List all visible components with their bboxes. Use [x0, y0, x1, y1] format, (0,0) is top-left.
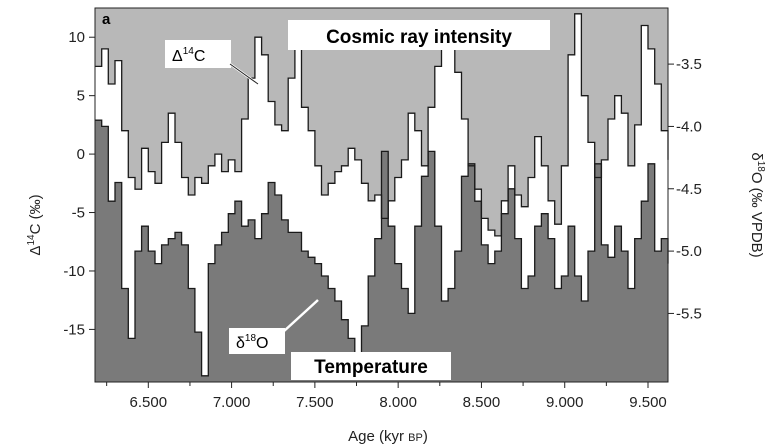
x-tick-label: 6.500 [130, 394, 168, 411]
left-tick-label: 0 [77, 146, 85, 163]
x-tick-label: 7.500 [296, 394, 334, 411]
temperature-region [95, 120, 668, 382]
left-tick-label: 10 [68, 29, 85, 46]
left-tick-label: 5 [77, 88, 85, 105]
d14c-label-box [165, 40, 231, 68]
x-tick-label: 8.000 [379, 394, 417, 411]
panel-letter: a [102, 11, 111, 28]
left-axis-title: Δ14C (‰) [26, 194, 44, 255]
right-tick-label: -4.0 [676, 118, 702, 135]
x-axis-ticks: 6.500 7.000 7.500 8.000 8.500 9.000 9.500 [106, 382, 667, 411]
x-tick-label: 8.500 [463, 394, 501, 411]
x-axis-title: Age (kyr BP) [348, 428, 428, 445]
plot-area [94, 7, 669, 383]
plot-frame [94, 7, 669, 383]
d18o-label-box [229, 328, 285, 354]
left-tick-label: -10 [63, 263, 85, 280]
right-tick-label: -5.5 [676, 305, 702, 322]
d18o-series-label: δ18O [236, 333, 268, 352]
right-axis-ticks: -3.5 -4.0 -4.5 -5.0 -5.5 [668, 56, 702, 322]
x-tick-label: 9.500 [629, 394, 667, 411]
right-tick-label: -5.0 [676, 243, 702, 260]
d14c-pointer-core [229, 63, 259, 85]
left-tick-label: -5 [72, 205, 85, 222]
left-axis-ticks: 10 5 0 -5 -10 -15 [63, 29, 95, 338]
d18o-pointer [282, 299, 319, 333]
right-tick-label: -4.5 [676, 181, 702, 198]
left-tick-label: -15 [63, 321, 85, 338]
d14c-series-label: Δ14C [172, 46, 205, 65]
temperature-label: Temperature [314, 357, 428, 378]
d18o-series-line [95, 119, 669, 377]
cosmic-ray-label: Cosmic ray intensity [326, 27, 512, 48]
right-tick-label: -3.5 [676, 56, 702, 73]
right-axis-title: δ18O (‰ VPDB) [748, 152, 766, 257]
x-tick-label: 9.000 [546, 394, 584, 411]
temperature-label-box [291, 352, 451, 380]
x-tick-label: 7.000 [213, 394, 251, 411]
cosmic-ray-label-box [288, 20, 550, 50]
